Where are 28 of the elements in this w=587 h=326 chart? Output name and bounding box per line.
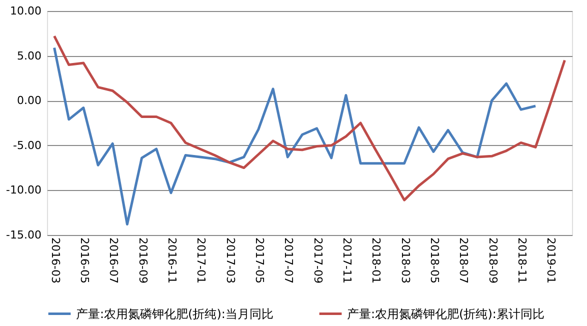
x-tick-label: 2018-01 xyxy=(370,238,383,284)
line-series xyxy=(53,46,537,226)
x-tick-label: 2017-09 xyxy=(311,238,324,284)
x-tick-label: 2018-05 xyxy=(428,238,441,284)
y-tick-label: -15.00 xyxy=(6,228,42,242)
x-tick-label: 2017-07 xyxy=(282,238,296,284)
x-tick-label: 2018-09 xyxy=(486,238,500,284)
x-tick-label: 2018-03 xyxy=(398,238,412,284)
y-tick-label: 5.00 xyxy=(17,49,42,62)
x-tick-label: 2017-11 xyxy=(340,238,354,284)
y-tick-label: -5.00 xyxy=(13,138,42,152)
x-tick-label: 2016-03 xyxy=(48,238,62,284)
x-tick-label: 2017-05 xyxy=(252,238,266,284)
x-tick-label: 2016-09 xyxy=(136,238,150,284)
x-tick-label: 2018-11 xyxy=(515,238,528,284)
x-tick-label: 2017-03 xyxy=(224,238,237,284)
legend-label: 产量:农用氮磷钾化肥(折纯):累计同比 xyxy=(347,306,544,321)
x-tick-label: 2018-07 xyxy=(457,238,470,284)
line-series xyxy=(53,34,566,202)
y-tick-label: 10.00 xyxy=(10,4,42,18)
x-tick-label: 2017-01 xyxy=(194,238,208,284)
legend-label: 产量:农用氮磷钾化肥(折纯):当月同比 xyxy=(76,306,274,321)
x-tick-label: 2016-11 xyxy=(165,238,178,284)
x-tick-label: 2016-05 xyxy=(78,238,91,284)
x-tick-label: 2019-01 xyxy=(544,238,558,284)
x-tick-label: 2016-07 xyxy=(107,238,120,284)
y-tick-label: -10.00 xyxy=(6,184,42,197)
y-tick-label: 0.00 xyxy=(17,94,42,108)
